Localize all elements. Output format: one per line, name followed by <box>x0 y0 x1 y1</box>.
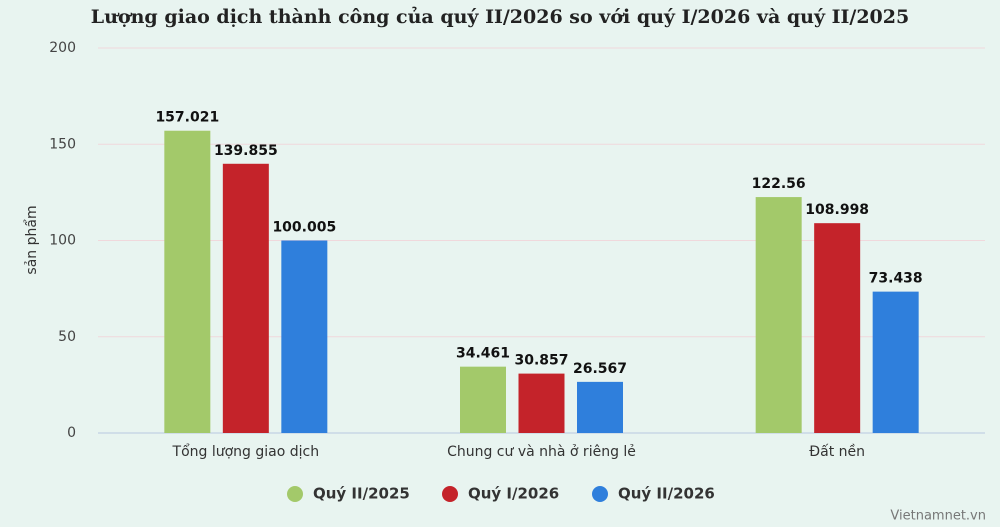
y-tick-label: 200 <box>49 40 76 56</box>
watermark: Vietnamnet.vn <box>890 509 986 524</box>
y-axis-label: sản phẩm <box>23 205 40 274</box>
y-tick-label: 0 <box>67 425 76 441</box>
bar <box>872 291 919 433</box>
legend-label[interactable]: Quý I/2026 <box>468 485 559 503</box>
data-label: 157.021 <box>155 110 219 126</box>
bar <box>222 163 269 434</box>
legend-label[interactable]: Quý II/2025 <box>313 485 410 503</box>
data-label: 139.855 <box>214 143 278 159</box>
x-tick-label: Chung cư và nhà ở riêng lẻ <box>447 444 636 460</box>
legend-marker[interactable] <box>442 486 458 502</box>
y-tick-label: 50 <box>58 329 76 345</box>
legend-label[interactable]: Quý II/2026 <box>618 485 715 503</box>
chart-title: Lượng giao dịch thành công của quý II/20… <box>91 6 909 28</box>
bar <box>518 373 565 433</box>
y-tick-label: 100 <box>49 233 76 249</box>
bar <box>814 223 861 433</box>
x-tick-label: Đất nền <box>809 443 865 460</box>
legend-marker[interactable] <box>287 486 303 502</box>
data-label: 34.461 <box>456 346 510 362</box>
data-label: 30.857 <box>514 353 568 369</box>
y-tick-label: 150 <box>49 136 76 152</box>
bar <box>281 240 328 433</box>
data-label: 108.998 <box>805 202 869 218</box>
data-label: 100.005 <box>272 219 336 235</box>
x-tick-label: Tổng lượng giao dịch <box>172 443 320 460</box>
data-label: 122.56 <box>752 176 806 192</box>
bar <box>164 130 211 434</box>
bar <box>460 366 506 433</box>
bar <box>577 381 623 433</box>
legend-marker[interactable] <box>592 486 608 502</box>
data-label: 26.567 <box>573 361 627 377</box>
bar <box>755 197 802 433</box>
data-label: 73.438 <box>869 271 923 287</box>
